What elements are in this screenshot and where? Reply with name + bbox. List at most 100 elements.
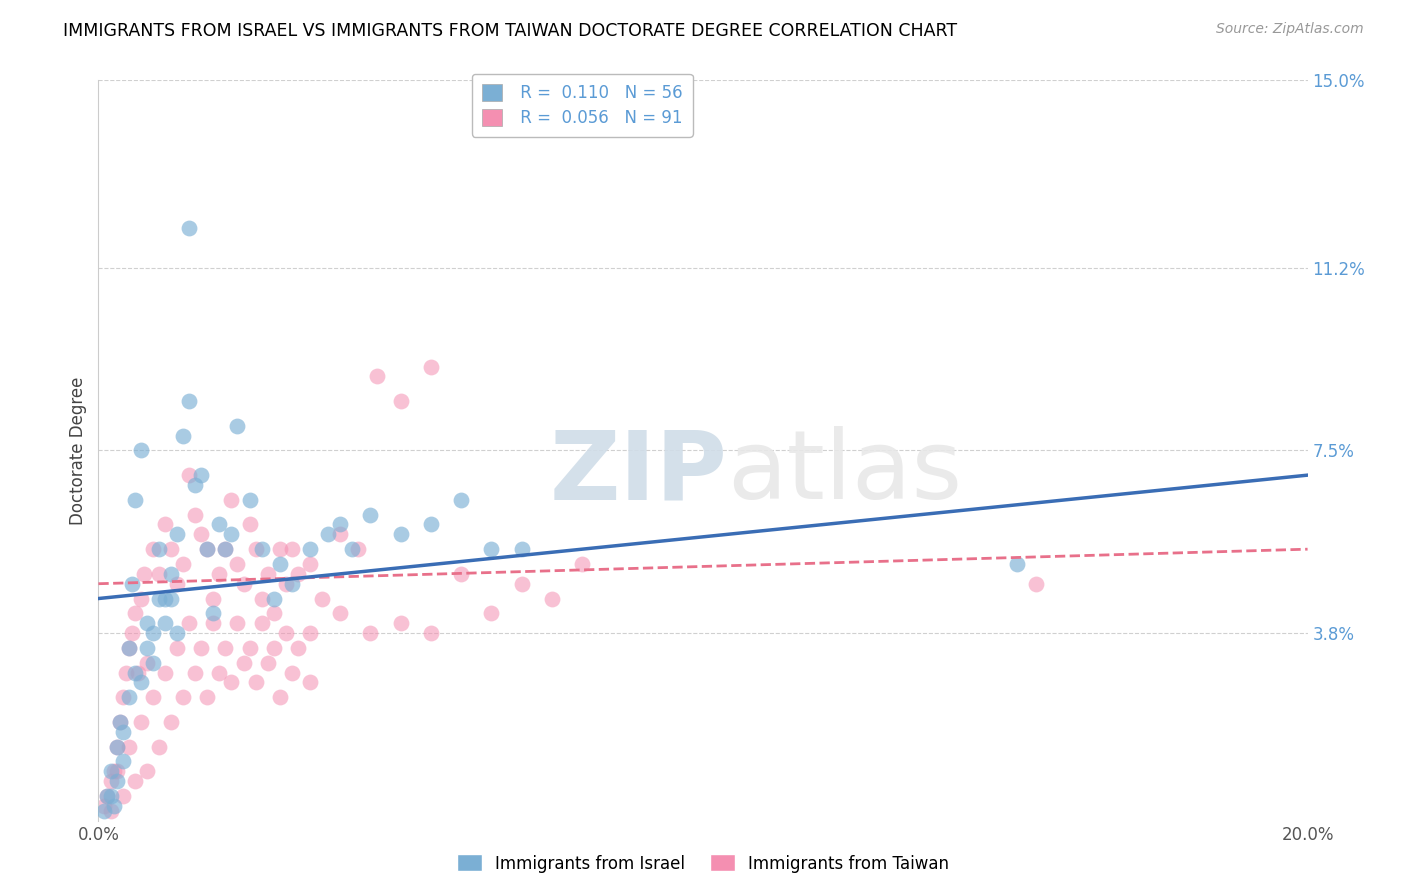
Point xyxy=(124,774,146,789)
Point xyxy=(239,640,262,655)
Point xyxy=(450,492,472,507)
Point xyxy=(366,369,388,384)
Point xyxy=(329,607,352,621)
Point xyxy=(129,591,152,606)
Point xyxy=(214,542,236,557)
Point xyxy=(316,527,339,541)
Point xyxy=(195,542,218,557)
Point xyxy=(195,690,218,705)
Point xyxy=(166,527,188,541)
Point xyxy=(108,714,131,729)
Point xyxy=(124,665,146,680)
Point xyxy=(420,359,443,374)
Point xyxy=(1007,557,1029,571)
Legend: Immigrants from Israel, Immigrants from Taiwan: Immigrants from Israel, Immigrants from … xyxy=(450,847,956,880)
Point xyxy=(250,591,273,606)
Point xyxy=(208,517,231,532)
Point xyxy=(299,675,322,690)
Point xyxy=(93,804,115,818)
Point xyxy=(96,789,118,803)
Point xyxy=(329,527,352,541)
Point xyxy=(281,542,304,557)
Point xyxy=(269,557,291,571)
Point xyxy=(179,394,201,409)
Point xyxy=(571,557,593,571)
Point xyxy=(221,675,243,690)
Point xyxy=(208,665,231,680)
Legend:  R =  0.110   N = 56,  R =  0.056   N = 91: R = 0.110 N = 56, R = 0.056 N = 91 xyxy=(471,74,693,136)
Point xyxy=(105,764,128,779)
Point xyxy=(510,542,533,557)
Point xyxy=(256,566,278,581)
Point xyxy=(184,665,207,680)
Point xyxy=(100,774,122,789)
Point xyxy=(226,557,249,571)
Point xyxy=(232,656,254,670)
Point xyxy=(93,798,115,813)
Point xyxy=(214,640,236,655)
Point xyxy=(287,640,309,655)
Point xyxy=(148,591,170,606)
Point xyxy=(214,542,236,557)
Point xyxy=(250,542,273,557)
Point xyxy=(111,724,134,739)
Point xyxy=(135,764,157,779)
Point xyxy=(135,656,157,670)
Point xyxy=(124,607,146,621)
Text: ZIP: ZIP xyxy=(550,426,727,519)
Point xyxy=(114,665,136,680)
Point xyxy=(160,591,183,606)
Point xyxy=(287,566,309,581)
Point xyxy=(100,804,122,818)
Point xyxy=(202,591,225,606)
Point xyxy=(256,656,278,670)
Point xyxy=(179,616,201,631)
Point xyxy=(166,576,188,591)
Point xyxy=(450,566,472,581)
Point xyxy=(172,557,194,571)
Point xyxy=(263,607,285,621)
Point xyxy=(135,640,157,655)
Point xyxy=(1024,576,1046,591)
Text: Source: ZipAtlas.com: Source: ZipAtlas.com xyxy=(1216,22,1364,37)
Point xyxy=(103,764,125,779)
Point xyxy=(121,576,143,591)
Point xyxy=(389,394,412,409)
Point xyxy=(179,221,201,235)
Point xyxy=(142,542,165,557)
Point xyxy=(166,626,188,640)
Point xyxy=(96,789,118,803)
Point xyxy=(299,626,322,640)
Point xyxy=(142,690,165,705)
Point xyxy=(100,789,122,803)
Point xyxy=(263,591,285,606)
Point xyxy=(184,478,207,492)
Point xyxy=(160,566,183,581)
Point xyxy=(142,626,165,640)
Point xyxy=(153,665,176,680)
Point xyxy=(202,616,225,631)
Point xyxy=(540,591,562,606)
Point xyxy=(232,576,254,591)
Point xyxy=(299,557,322,571)
Point xyxy=(160,542,183,557)
Point xyxy=(250,616,273,631)
Point xyxy=(245,542,267,557)
Point xyxy=(202,607,225,621)
Point xyxy=(132,566,155,581)
Point xyxy=(105,739,128,754)
Point xyxy=(118,739,141,754)
Point xyxy=(274,626,297,640)
Point xyxy=(148,542,170,557)
Point xyxy=(172,690,194,705)
Point xyxy=(221,527,243,541)
Point xyxy=(481,607,503,621)
Point xyxy=(195,542,218,557)
Point xyxy=(360,508,382,522)
Point xyxy=(190,527,212,541)
Point xyxy=(263,640,285,655)
Point xyxy=(221,492,243,507)
Point xyxy=(148,566,170,581)
Point xyxy=(420,626,443,640)
Text: atlas: atlas xyxy=(727,426,962,519)
